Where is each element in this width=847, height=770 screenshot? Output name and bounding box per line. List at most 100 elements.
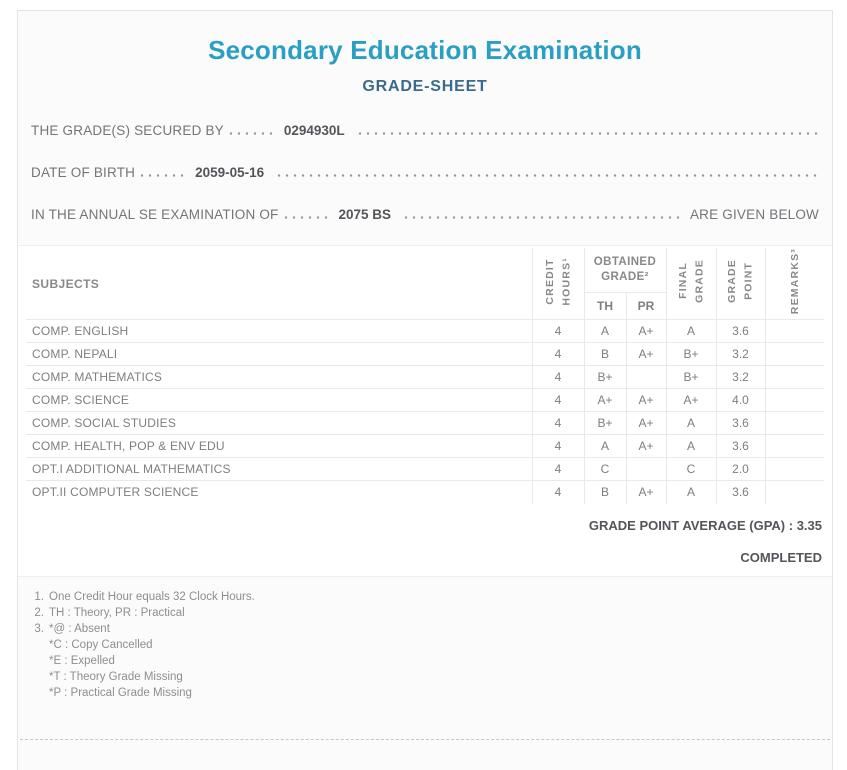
theory-grade-cell: B: [583, 480, 627, 505]
footnote-item: *P : Practical Grade Missing: [30, 685, 832, 701]
info-line-grades-secured-by: THE GRADE(S) SECURED BY 0294930L: [31, 123, 819, 139]
column-header-subjects: SUBJECTS: [25, 247, 533, 321]
remarks-cell: [764, 319, 825, 344]
grade-point-cell: 3.6: [715, 480, 766, 505]
table-row: COMP. SOCIAL STUDIES 4 B+ A+ A 3.6: [25, 411, 825, 436]
practical-grade-cell: [625, 457, 667, 482]
remarks-cell: [764, 342, 825, 367]
column-header-credit-hours: CREDIT HOURS¹: [531, 247, 585, 321]
subject-cell: COMP. SCIENCE: [25, 388, 533, 413]
subject-cell: OPT.I ADDITIONAL MATHEMATICS: [25, 457, 533, 482]
dotted-leader: [135, 174, 188, 177]
grade-point-cell: 3.6: [715, 319, 766, 344]
table-row: OPT.I ADDITIONAL MATHEMATICS 4 C C 2.0: [25, 457, 825, 482]
footnote-text: TH : Theory, PR : Practical: [49, 606, 185, 619]
gpa-label: GRADE POINT AVERAGE (GPA) :: [588, 517, 794, 533]
dotted-leader: [399, 216, 682, 219]
footnote-text: *@ : Absent: [49, 622, 110, 635]
footnote-marker: [30, 685, 44, 701]
credit-cell: 4: [531, 319, 585, 344]
grades-table: SUBJECTS CREDIT HOURS¹ OBTAINED GRADE² F…: [25, 247, 825, 505]
credit-cell: 4: [531, 457, 585, 482]
info-line-date-of-birth: DATE OF BIRTH 2059-05-16: [31, 165, 819, 181]
theory-grade-cell: B+: [583, 365, 627, 390]
completion-status: COMPLETED: [740, 549, 822, 565]
table-row: COMP. HEALTH, POP & ENV EDU 4 A A+ A 3.6: [25, 434, 825, 459]
footnote-marker: [30, 653, 44, 669]
gpa-value: 3.35: [796, 517, 822, 533]
footnotes-section: 1. One Credit Hour equals 32 Clock Hours…: [18, 577, 832, 701]
final-grade-cell: A: [665, 480, 717, 505]
footnote-item: 1. One Credit Hour equals 32 Clock Hours…: [30, 589, 832, 605]
subject-cell: COMP. HEALTH, POP & ENV EDU: [25, 434, 533, 459]
theory-grade-cell: B+: [583, 411, 627, 436]
remarks-cell: [764, 434, 825, 459]
grade-point-cell: 3.6: [715, 411, 766, 436]
info-label: IN THE ANNUAL SE EXAMINATION OF: [31, 207, 279, 222]
credit-cell: 4: [531, 411, 585, 436]
examination-year-value: 2075 BS: [338, 207, 392, 222]
info-suffix: ARE GIVEN BELOW: [689, 207, 819, 222]
table-row: COMP. ENGLISH 4 A A+ A 3.6: [25, 319, 825, 344]
page-subtitle: GRADE-SHEET: [362, 78, 488, 95]
footnote-item: *E : Expelled: [30, 653, 832, 669]
footnote-marker: [30, 637, 44, 653]
gpa-summary: GRADE POINT AVERAGE (GPA) : 3.35: [28, 518, 822, 534]
practical-grade-cell: A+: [625, 480, 667, 505]
subject-cell: OPT.II COMPUTER SCIENCE: [25, 480, 533, 505]
subject-cell: COMP. ENGLISH: [25, 319, 533, 344]
column-header-final-grade: FINAL GRADE: [665, 247, 717, 321]
practical-grade-cell: A+: [625, 342, 667, 367]
footnote-marker: 2.: [34, 606, 44, 619]
footnote-text: *P : Practical Grade Missing: [49, 686, 192, 699]
remarks-cell: [764, 388, 825, 413]
practical-grade-cell: A+: [625, 434, 667, 459]
theory-grade-cell: A+: [583, 388, 627, 413]
final-grade-cell: B+: [665, 365, 717, 390]
credit-cell: 4: [531, 388, 585, 413]
final-grade-cell: A: [665, 434, 717, 459]
footnote-text: One Credit Hour equals 32 Clock Hours.: [49, 590, 255, 603]
footnote-text: *T : Theory Grade Missing: [49, 670, 183, 683]
column-header-remarks: REMARKS³: [764, 247, 825, 321]
column-header-obtained-grade: OBTAINED GRADE²: [583, 247, 667, 294]
column-header-practical: PR: [625, 292, 667, 321]
footnote-item: *C : Copy Cancelled: [30, 637, 832, 653]
practical-grade-cell: [625, 365, 667, 390]
subject-cell: COMP. MATHEMATICS: [25, 365, 533, 390]
credit-cell: 4: [531, 434, 585, 459]
dotted-leader: [272, 174, 819, 177]
dotted-leader: [352, 132, 819, 135]
remarks-cell: [764, 457, 825, 482]
footnote-marker: 3.: [34, 622, 44, 635]
table-row: COMP. NEPALI 4 B A+ B+ 3.2: [25, 342, 825, 367]
footnote-item: 2. TH : Theory, PR : Practical: [30, 605, 832, 621]
final-grade-cell: A+: [665, 388, 717, 413]
info-section: THE GRADE(S) SECURED BY 0294930L DATE OF…: [31, 123, 819, 223]
footnote-item: *T : Theory Grade Missing: [30, 669, 832, 685]
final-grade-cell: A: [665, 319, 717, 344]
footnote-text: *E : Expelled: [49, 654, 115, 667]
date-of-birth-value: 2059-05-16: [195, 165, 265, 180]
credit-cell: 4: [531, 342, 585, 367]
info-label: DATE OF BIRTH: [31, 165, 136, 180]
credit-cell: 4: [531, 480, 585, 505]
column-header-grade-point: GRADE POINT: [715, 247, 766, 321]
info-line-examination-year: IN THE ANNUAL SE EXAMINATION OF 2075 BS …: [31, 207, 819, 223]
table-row: COMP. MATHEMATICS 4 B+ B+ 3.2: [25, 365, 825, 390]
info-label: THE GRADE(S) SECURED BY: [31, 123, 224, 138]
theory-grade-cell: A: [583, 319, 627, 344]
dotted-leader: [223, 132, 276, 135]
theory-grade-cell: A: [583, 434, 627, 459]
remarks-cell: [764, 480, 825, 505]
final-grade-cell: B+: [665, 342, 717, 367]
credit-cell: 4: [531, 365, 585, 390]
footnote-marker: [30, 669, 44, 685]
footnote-text: *C : Copy Cancelled: [49, 638, 153, 651]
final-grade-cell: C: [665, 457, 717, 482]
remarks-cell: [764, 365, 825, 390]
grade-point-cell: 2.0: [715, 457, 766, 482]
remarks-cell: [764, 411, 825, 436]
practical-grade-cell: A+: [625, 319, 667, 344]
column-header-theory: TH: [583, 292, 627, 321]
